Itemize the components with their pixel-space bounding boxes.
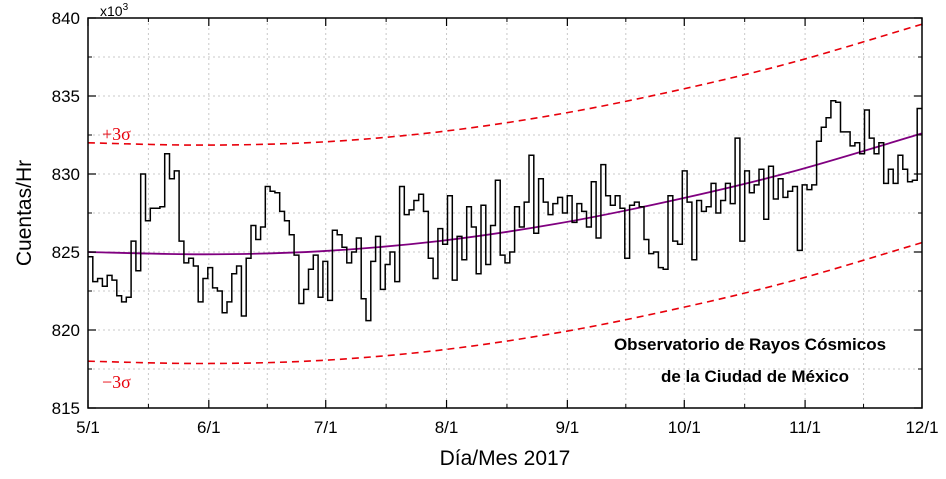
y-tick-label: 830	[52, 165, 80, 184]
y-tick-label: 815	[52, 399, 80, 418]
counts-series-layer	[88, 99, 922, 322]
lower-sigma-label: −3σ	[102, 372, 131, 392]
axis-ticks	[87, 17, 923, 409]
x-tick-label: 5/1	[76, 418, 100, 437]
y-tick-label: 840	[52, 9, 80, 28]
y-axis-title: Cuentas/Hr	[13, 160, 36, 266]
y-axis-multiplier: x103	[100, 2, 129, 19]
y-tick-label: 820	[52, 321, 80, 340]
tick-labels: 5/1 6/1 7/1 8/1 9/1 10/1 11/1 12/1 815 820 825 830 8…	[52, 9, 939, 437]
y-tick-label: 835	[52, 87, 80, 106]
x-tick-label: 7/1	[314, 418, 338, 437]
x-tick-label: 10/1	[668, 418, 701, 437]
observatory-annotation-line-2: de la Ciudad de México	[661, 367, 849, 386]
counts-step-line	[88, 99, 922, 322]
y-tick-label: 825	[52, 243, 80, 262]
x-tick-label: 9/1	[556, 418, 580, 437]
observatory-annotation-line-1: Observatorio de Rayos Cósmicos	[614, 335, 886, 354]
fit-curve-line	[87, 132, 923, 256]
x-tick-label: 12/1	[905, 418, 938, 437]
grid-lines	[88, 18, 922, 408]
upper-3sigma-line	[87, 23, 923, 146]
fit-curve-layer	[87, 132, 923, 256]
x-tick-label: 11/1	[789, 418, 821, 437]
x-tick-label: 8/1	[435, 418, 459, 437]
x-tick-label: 6/1	[197, 418, 221, 437]
upper-sigma-label: +3σ	[102, 124, 131, 144]
x-axis-title: Día/Mes 2017	[440, 447, 571, 470]
